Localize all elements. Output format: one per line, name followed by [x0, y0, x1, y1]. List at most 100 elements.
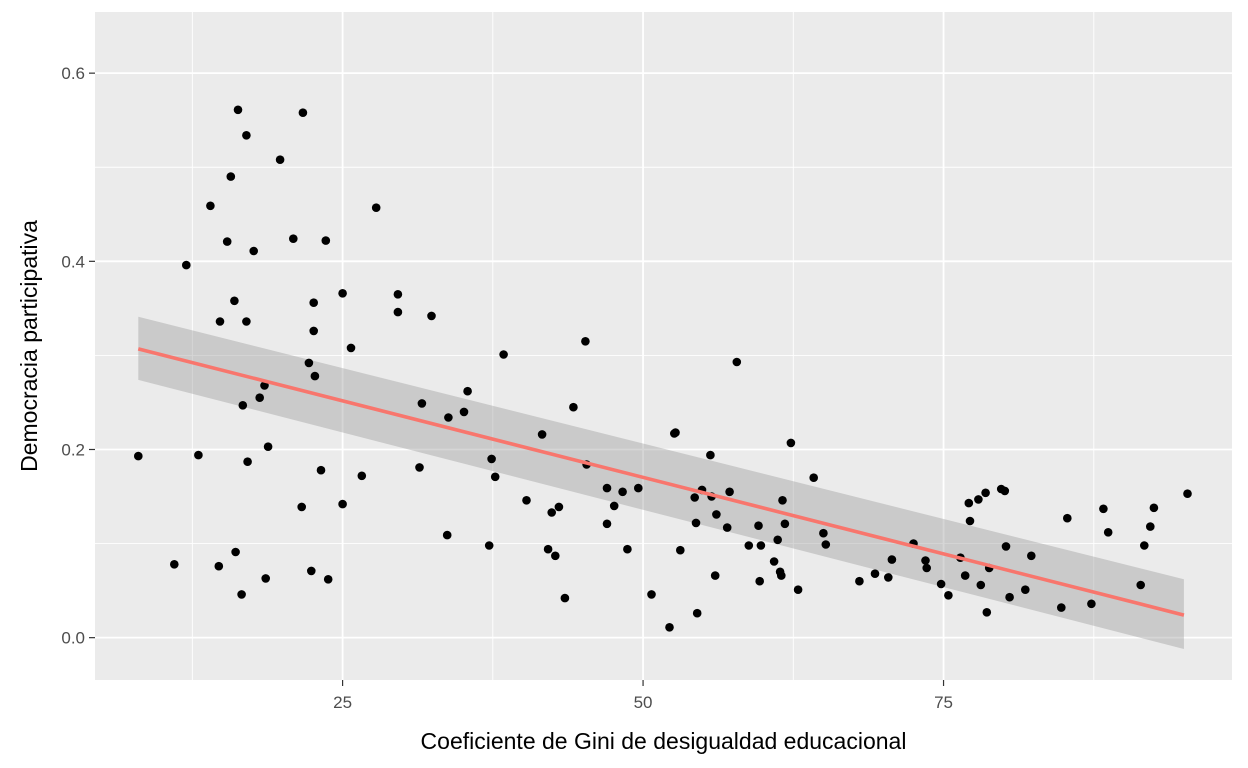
data-point — [243, 457, 252, 467]
data-point — [316, 465, 326, 475]
data-point — [974, 495, 983, 504]
plot-panel — [95, 12, 1232, 680]
data-point — [976, 580, 986, 590]
data-point — [522, 496, 531, 505]
data-point — [769, 557, 779, 566]
data-point — [206, 201, 215, 211]
data-point — [547, 508, 556, 517]
x-axis-title: Coeficiente de Gini de desigualdad educa… — [421, 728, 907, 754]
data-point — [215, 317, 225, 326]
data-point — [231, 547, 240, 557]
data-point — [887, 555, 897, 564]
data-point — [1099, 504, 1108, 514]
x-axis: 25 50 75 — [333, 680, 953, 712]
data-point — [263, 442, 273, 452]
data-point — [338, 289, 347, 298]
data-point — [490, 472, 500, 482]
x-tick-label: 50 — [634, 693, 653, 712]
data-point — [242, 131, 251, 140]
data-point — [676, 545, 685, 555]
data-point — [484, 541, 494, 550]
data-point — [786, 438, 796, 448]
data-point — [415, 463, 424, 472]
data-point — [732, 357, 742, 367]
y-tick-label: 0.6 — [61, 64, 85, 83]
data-point — [609, 501, 619, 511]
data-point — [357, 471, 367, 481]
data-point — [1001, 542, 1011, 551]
data-point — [618, 487, 627, 497]
data-point — [309, 326, 319, 336]
data-point — [371, 203, 381, 212]
data-point — [194, 450, 203, 460]
data-point — [602, 483, 612, 493]
data-point — [275, 155, 285, 164]
data-point — [1005, 592, 1014, 602]
data-point — [744, 541, 754, 550]
data-point — [417, 399, 427, 408]
data-point — [671, 428, 680, 437]
data-point — [551, 551, 560, 561]
minor-gridlines — [95, 12, 1232, 680]
major-gridlines — [95, 12, 1232, 680]
data-point — [884, 573, 893, 582]
data-point — [289, 234, 298, 243]
data-point — [226, 172, 236, 181]
data-point — [755, 576, 764, 586]
data-point — [1149, 503, 1159, 513]
data-point — [310, 371, 320, 381]
data-point — [1140, 541, 1149, 550]
data-point — [233, 105, 243, 115]
data-point — [944, 591, 953, 600]
x-tick-label: 75 — [934, 693, 953, 712]
data-point — [487, 454, 496, 464]
data-point — [1183, 489, 1192, 499]
data-point — [463, 386, 472, 396]
data-point — [298, 108, 308, 117]
data-point — [780, 519, 790, 529]
data-point — [499, 350, 508, 359]
data-point — [346, 343, 356, 353]
data-point — [710, 571, 720, 580]
data-point — [459, 407, 469, 417]
data-point — [819, 528, 828, 538]
data-point — [982, 608, 992, 617]
data-point — [249, 246, 258, 256]
data-point — [647, 590, 656, 599]
data-point — [778, 496, 787, 505]
data-point — [1146, 522, 1155, 531]
data-point — [237, 590, 246, 599]
fit-line-layer — [137, 347, 1185, 617]
data-point — [936, 579, 946, 589]
data-point — [304, 358, 314, 368]
data-point — [537, 430, 547, 439]
data-point — [182, 260, 191, 270]
data-point — [554, 502, 564, 512]
data-point — [569, 402, 578, 412]
data-point — [1103, 528, 1113, 537]
data-point — [560, 593, 570, 603]
data-point — [442, 530, 452, 540]
data-point — [338, 499, 347, 509]
data-point — [965, 516, 975, 526]
data-point — [309, 298, 319, 308]
data-point — [754, 521, 763, 530]
data-point — [691, 518, 701, 528]
data-point — [793, 585, 803, 594]
data-point — [964, 498, 974, 508]
data-point — [602, 519, 612, 529]
x-tick-label: 25 — [333, 693, 352, 712]
data-point — [297, 502, 307, 512]
data-point — [393, 290, 403, 299]
data-point — [821, 540, 831, 549]
data-point — [921, 556, 930, 565]
data-point — [777, 571, 786, 580]
data-point — [634, 483, 643, 493]
data-point — [581, 337, 590, 346]
data-point — [1087, 599, 1096, 609]
data-point — [722, 523, 732, 532]
data-point — [1057, 603, 1066, 612]
data-point — [665, 623, 674, 632]
data-point — [170, 560, 179, 569]
